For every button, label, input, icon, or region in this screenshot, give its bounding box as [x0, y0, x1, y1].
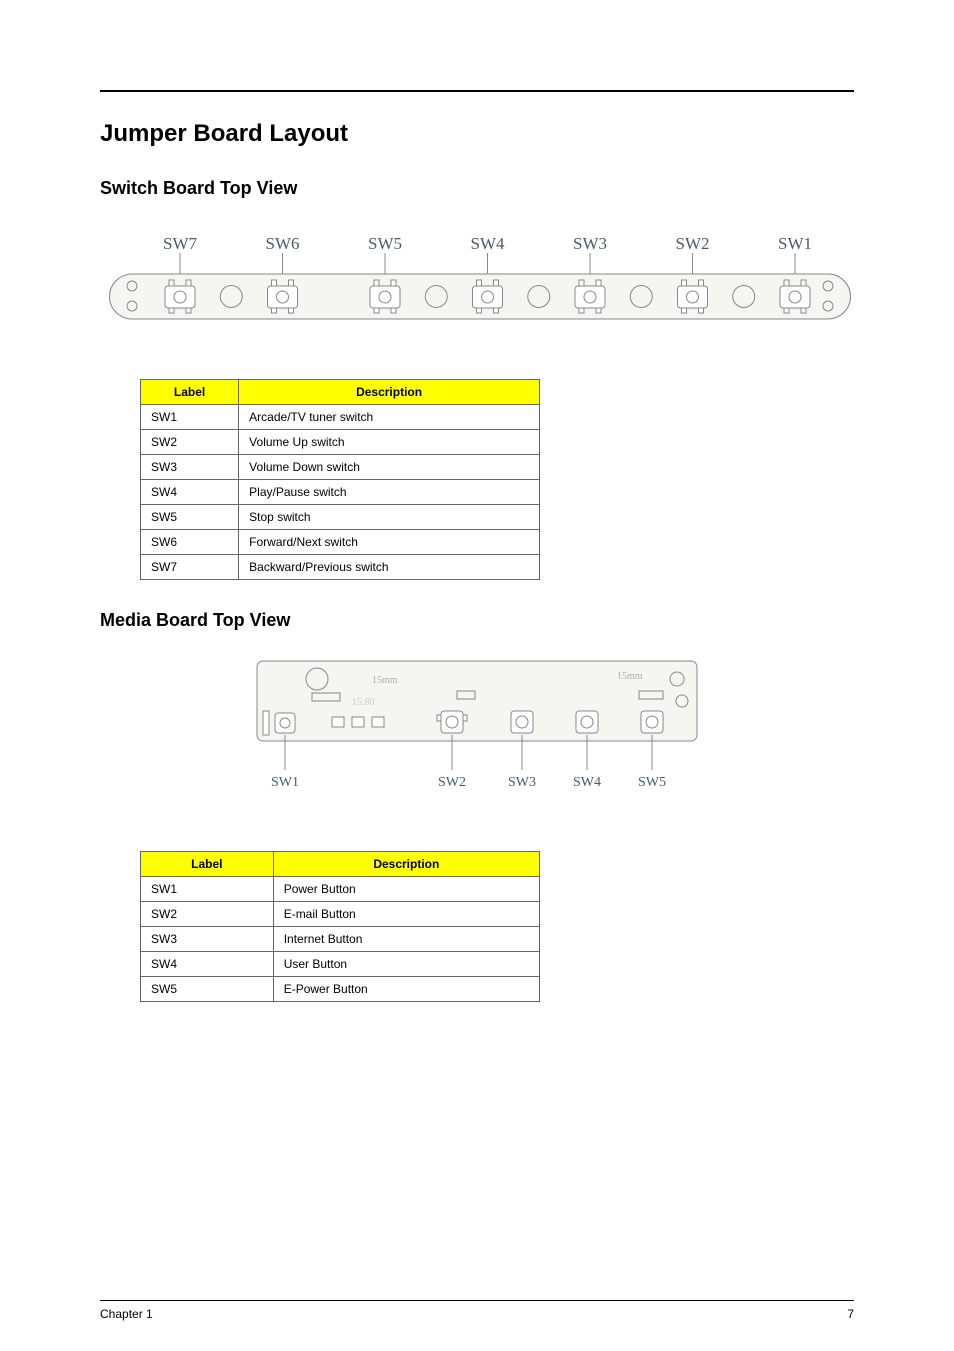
table-cell: Power Button	[273, 877, 539, 902]
svg-text:15mm: 15mm	[372, 675, 398, 686]
svg-text:SW1: SW1	[271, 775, 299, 790]
media-board-diagram: 15mm 15.80 15mm SW1 SW2 SW3 SW4 SW5	[100, 651, 854, 811]
table-row: SW7Backward/Previous switch	[141, 555, 540, 580]
table-cell: SW7	[141, 555, 239, 580]
table-cell: SW6	[141, 530, 239, 555]
svg-text:SW3: SW3	[508, 775, 536, 790]
table-cell: SW2	[141, 902, 274, 927]
table-cell: Volume Down switch	[239, 455, 540, 480]
table-cell: User Button	[273, 952, 539, 977]
table-row: SW4Play/Pause switch	[141, 480, 540, 505]
switch-board-table: Label Description SW1Arcade/TV tuner swi…	[140, 379, 540, 580]
table-cell: Play/Pause switch	[239, 480, 540, 505]
table-cell: SW1	[141, 877, 274, 902]
page-title: Jumper Board Layout	[100, 120, 854, 148]
media-board-heading: Media Board Top View	[100, 610, 854, 631]
page-footer: Chapter 1 7	[100, 1300, 854, 1321]
table-cell: Arcade/TV tuner switch	[239, 405, 540, 430]
table-header: Description	[273, 852, 539, 877]
svg-text:SW2: SW2	[676, 234, 710, 253]
svg-text:15.80: 15.80	[352, 697, 375, 708]
svg-text:SW5: SW5	[638, 775, 666, 790]
table-row: SW5Stop switch	[141, 505, 540, 530]
table-cell: SW3	[141, 927, 274, 952]
footer-chapter: Chapter 1	[100, 1307, 153, 1321]
table-cell: SW3	[141, 455, 239, 480]
table-row: SW1Arcade/TV tuner switch	[141, 405, 540, 430]
table-row: SW5E-Power Button	[141, 977, 540, 1002]
table-header: Label	[141, 852, 274, 877]
svg-text:SW5: SW5	[368, 234, 402, 253]
svg-text:SW4: SW4	[573, 775, 601, 790]
svg-text:SW4: SW4	[471, 234, 506, 253]
table-row: SW1Power Button	[141, 877, 540, 902]
table-row: SW2E-mail Button	[141, 902, 540, 927]
svg-text:SW2: SW2	[438, 775, 466, 790]
media-board-table: Label Description SW1Power ButtonSW2E-ma…	[140, 851, 540, 1002]
table-header: Label	[141, 380, 239, 405]
svg-text:SW6: SW6	[266, 234, 300, 253]
table-row: SW6Forward/Next switch	[141, 530, 540, 555]
table-cell: SW2	[141, 430, 239, 455]
table-cell: Internet Button	[273, 927, 539, 952]
table-header: Description	[239, 380, 540, 405]
table-row: SW3Volume Down switch	[141, 455, 540, 480]
table-cell: SW5	[141, 977, 274, 1002]
table-cell: Stop switch	[239, 505, 540, 530]
footer-page-number: 7	[847, 1307, 854, 1321]
switch-board-heading: Switch Board Top View	[100, 178, 854, 199]
svg-text:SW1: SW1	[778, 234, 812, 253]
table-row: SW2Volume Up switch	[141, 430, 540, 455]
table-row: SW4User Button	[141, 952, 540, 977]
svg-text:15mm: 15mm	[617, 671, 643, 682]
table-cell: Backward/Previous switch	[239, 555, 540, 580]
table-cell: E-mail Button	[273, 902, 539, 927]
table-cell: Forward/Next switch	[239, 530, 540, 555]
svg-text:SW7: SW7	[163, 234, 198, 253]
table-cell: E-Power Button	[273, 977, 539, 1002]
svg-text:SW3: SW3	[573, 234, 607, 253]
table-row: SW3Internet Button	[141, 927, 540, 952]
top-rule	[100, 90, 854, 92]
table-cell: SW1	[141, 405, 239, 430]
table-cell: SW4	[141, 480, 239, 505]
table-cell: Volume Up switch	[239, 430, 540, 455]
table-cell: SW4	[141, 952, 274, 977]
switch-board-diagram: SW7 SW6 SW5 SW4 SW3 SW2 SW1	[100, 219, 854, 339]
table-cell: SW5	[141, 505, 239, 530]
